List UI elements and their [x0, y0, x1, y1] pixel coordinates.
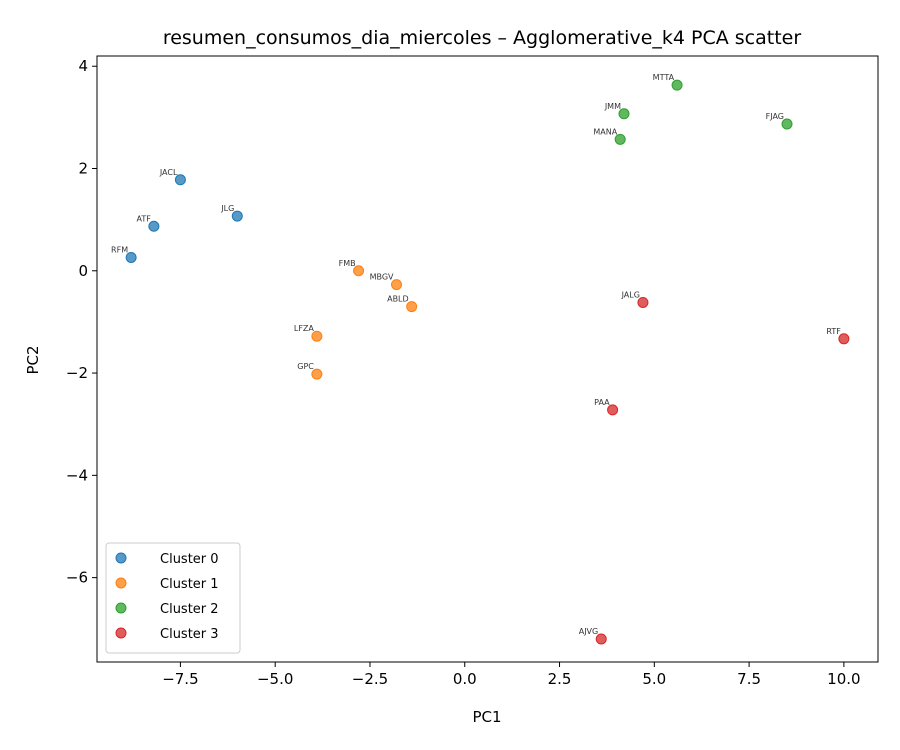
point-label: AJVG	[579, 627, 599, 636]
x-tick-label: −7.5	[162, 670, 198, 688]
x-tick-label: 7.5	[737, 670, 761, 688]
y-tick-label: −6	[66, 569, 88, 587]
data-point	[174, 174, 186, 186]
data-point	[781, 118, 793, 130]
chart-title: resumen_consumos_dia_miercoles – Agglome…	[163, 27, 802, 49]
data-point	[607, 404, 619, 416]
point-label: JALG	[621, 290, 640, 299]
y-tick-label: 4	[78, 57, 88, 75]
legend: Cluster 0 Cluster 1 Cluster 2 Cluster 3	[105, 542, 241, 654]
point-label: JMM	[604, 102, 621, 111]
legend-marker	[115, 577, 127, 589]
point-label: ABLD	[387, 295, 409, 304]
y-tick-label: 0	[78, 262, 88, 280]
x-tick-label: 5.0	[642, 670, 666, 688]
series-cluster-2: MTTA JMM MANA FJAG	[593, 73, 793, 145]
data-point	[406, 301, 418, 313]
x-tick-label: 0.0	[453, 670, 477, 688]
data-point	[311, 368, 323, 380]
point-label: PAA	[594, 398, 610, 407]
y-tick-label: −2	[66, 364, 88, 382]
data-point	[618, 108, 630, 120]
point-label: ATF	[137, 214, 152, 223]
legend-marker	[115, 602, 127, 614]
y-tick-label: −4	[66, 466, 88, 484]
legend-entry: Cluster 0	[160, 552, 219, 567]
point-label: FJAG	[766, 112, 784, 121]
data-point	[311, 330, 323, 342]
data-point	[637, 296, 649, 308]
point-label: FMB	[339, 259, 356, 268]
legend-box	[105, 542, 241, 654]
point-label: JACL	[159, 168, 178, 177]
x-tick-label: 2.5	[548, 670, 572, 688]
x-tick-label: 10.0	[827, 670, 860, 688]
series-cluster-1: FMB MBGV ABLD LFZA GPC	[294, 259, 418, 380]
plot-area: −7.5 −5.0 −2.5 0.0 2.5 5.0 7.5 10.0 −6 −4 −2 0 2 4 JAC…	[66, 55, 879, 688]
series-cluster-0: JACL ATF JLG RFM	[111, 168, 243, 263]
point-label: MANA	[593, 127, 617, 136]
data-point	[838, 333, 850, 345]
point-label: RFM	[111, 245, 128, 254]
x-axis-label: PC1	[472, 708, 501, 726]
legend-marker	[115, 552, 127, 564]
legend-entry: Cluster 3	[160, 627, 219, 642]
point-label: LFZA	[294, 324, 315, 333]
point-label: MBGV	[370, 273, 394, 282]
series-cluster-3: JALG RTF PAA AJVG	[579, 290, 850, 645]
y-axis-label: PC2	[24, 345, 42, 374]
data-point	[614, 133, 626, 145]
data-point	[671, 79, 683, 91]
data-point	[148, 220, 160, 232]
legend-entry: Cluster 2	[160, 602, 219, 617]
data-point	[231, 210, 243, 222]
data-point	[125, 251, 137, 263]
plot-frame	[96, 55, 879, 663]
data-point	[353, 265, 365, 277]
data-point	[595, 633, 607, 645]
data-point	[391, 279, 403, 291]
point-label: RTF	[826, 327, 841, 336]
point-label: MTTA	[653, 73, 675, 82]
y-tick-label: 2	[78, 160, 88, 178]
x-tick-label: −5.0	[257, 670, 293, 688]
legend-entry: Cluster 1	[160, 577, 219, 592]
x-tick-label: −2.5	[352, 670, 388, 688]
point-label: GPC	[297, 362, 314, 371]
legend-marker	[115, 627, 127, 639]
point-label: JLG	[220, 204, 234, 213]
